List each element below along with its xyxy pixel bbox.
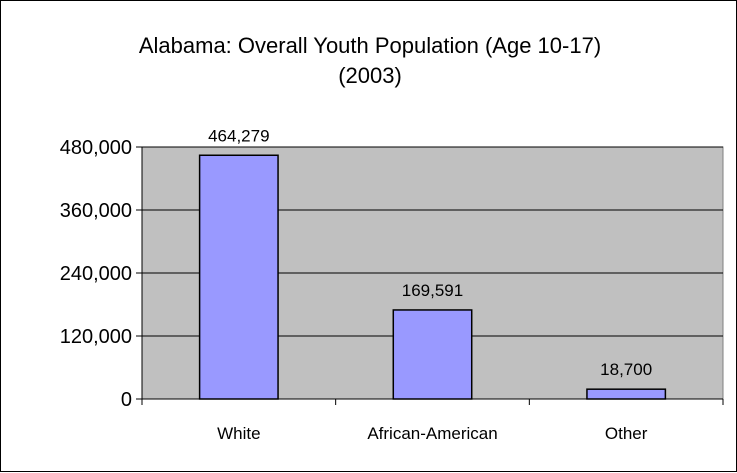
chart-subtitle: (2003) xyxy=(338,63,402,88)
bar-other xyxy=(586,388,667,400)
data-label: 18,700 xyxy=(600,360,652,379)
x-category-label: Other xyxy=(605,424,648,443)
y-tick-label: 0 xyxy=(121,389,132,411)
y-tick-label: 240,000 xyxy=(60,263,132,285)
y-tick-label: 120,000 xyxy=(60,326,132,348)
y-tick-label: 360,000 xyxy=(60,200,132,222)
bar-african-american xyxy=(392,309,473,400)
x-category-label: African-American xyxy=(367,424,497,443)
data-label: 169,591 xyxy=(402,281,463,300)
chart-title: Alabama: Overall Youth Population (Age 1… xyxy=(139,33,601,58)
bars xyxy=(198,154,667,400)
x-category-label: White xyxy=(217,424,260,443)
y-tick-label: 480,000 xyxy=(60,137,132,159)
data-label: 464,279 xyxy=(208,126,269,145)
labels: 0 120,000 240,000 360,000 480,000 464,279 Whit… xyxy=(60,126,652,443)
bar-white xyxy=(198,154,279,400)
